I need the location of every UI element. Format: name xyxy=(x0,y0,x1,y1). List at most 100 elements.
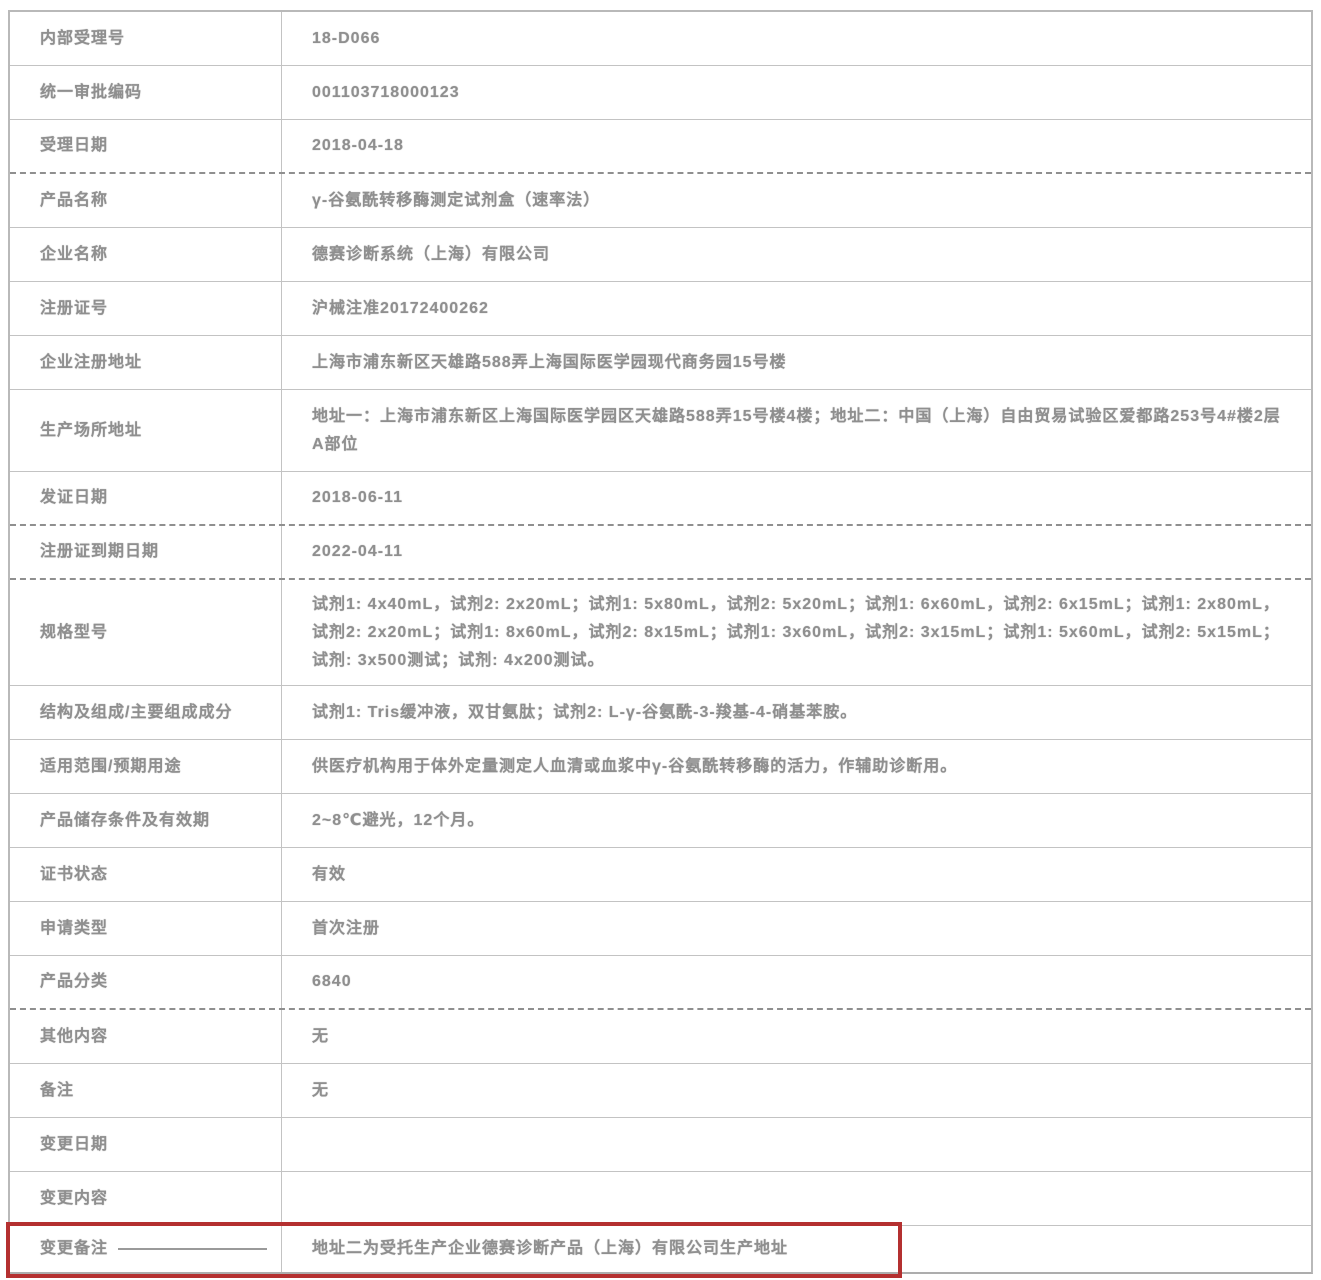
row-value-cell: γ-谷氨酰转移酶测定试剂盒（速率法） xyxy=(282,174,1311,227)
row-label-cell: 证书状态 xyxy=(10,848,282,901)
row-value-cell: 试剂1: 4x40mL，试剂2: 2x20mL；试剂1: 5x80mL，试剂2:… xyxy=(282,580,1311,685)
row-label: 变更内容 xyxy=(40,1189,109,1207)
row-value-cell: 无 xyxy=(282,1064,1311,1117)
row-label: 适用范围/预期用途 xyxy=(40,757,182,775)
row-value: 试剂1: Tris缓冲液，双甘氨肽；试剂2: L-γ-谷氨酰-3-羧基-4-硝基… xyxy=(312,703,858,721)
row-value: 2018-04-18 xyxy=(312,137,404,154)
row-label: 产品储存条件及有效期 xyxy=(40,811,211,829)
row-value: γ-谷氨酰转移酶测定试剂盒（速率法） xyxy=(312,191,601,209)
row-value: 上海市浦东新区天雄路588弄上海国际医学园现代商务园15号楼 xyxy=(312,353,787,371)
row-value: 试剂1: 4x40mL，试剂2: 2x20mL；试剂1: 5x80mL，试剂2:… xyxy=(312,595,1280,669)
row-value: 沪械注准20172400262 xyxy=(312,299,489,317)
row-label-cell: 产品名称 xyxy=(10,174,282,227)
table-row: 变更内容 xyxy=(10,1172,1311,1226)
table-row: 变更备注 地址二为受托生产企业德赛诊断产品（上海）有限公司生产地址 xyxy=(6,1222,1311,1278)
table-row: 结构及组成/主要组成成分 试剂1: Tris缓冲液，双甘氨肽；试剂2: L-γ-… xyxy=(10,686,1311,740)
row-value-cell: 2018-04-18 xyxy=(282,120,1311,172)
table-row: 发证日期 2018-06-11 xyxy=(10,472,1311,526)
row-label: 发证日期 xyxy=(40,489,109,506)
table-row: 变更日期 xyxy=(10,1118,1311,1172)
table-row: 生产场所地址 地址一：上海市浦东新区上海国际医学园区天雄路588弄15号楼4楼；… xyxy=(10,390,1311,472)
row-label-cell: 变更内容 xyxy=(10,1172,282,1225)
row-value-cell: 无 xyxy=(282,1010,1311,1063)
row-label-cell: 企业注册地址 xyxy=(10,336,282,389)
table-row: 受理日期 2018-04-18 xyxy=(10,120,1311,174)
row-label: 证书状态 xyxy=(40,865,109,883)
row-value: 001103718000123 xyxy=(312,83,460,101)
row-value: 地址二为受托生产企业德赛诊断产品（上海）有限公司生产地址 xyxy=(312,1240,789,1257)
row-value-cell: 2018-06-11 xyxy=(282,472,1311,524)
row-value: 有效 xyxy=(312,865,347,883)
row-label-cell: 变更日期 xyxy=(10,1118,282,1171)
row-label: 注册证到期日期 xyxy=(40,543,160,560)
row-label: 受理日期 xyxy=(40,137,109,154)
row-label-cell: 生产场所地址 xyxy=(10,390,282,471)
row-label-cell: 规格型号 xyxy=(10,580,282,685)
row-value-cell: 沪械注准20172400262 xyxy=(282,282,1311,335)
row-label: 变更备注 xyxy=(40,1240,109,1257)
row-label: 其他内容 xyxy=(40,1027,109,1045)
row-label: 生产场所地址 xyxy=(40,421,143,439)
row-value-cell: 供医疗机构用于体外定量测定人血清或血浆中γ-谷氨酰转移酶的活力，作辅助诊断用。 xyxy=(282,740,1311,793)
row-value-cell: 地址二为受托生产企业德赛诊断产品（上海）有限公司生产地址 xyxy=(282,1226,1311,1272)
row-value: 首次注册 xyxy=(312,919,381,937)
row-label-cell: 结构及组成/主要组成成分 xyxy=(10,686,282,739)
table-row: 规格型号 试剂1: 4x40mL，试剂2: 2x20mL；试剂1: 5x80mL… xyxy=(10,580,1311,686)
table-row: 证书状态 有效 xyxy=(10,848,1311,902)
row-label: 企业注册地址 xyxy=(40,353,143,371)
row-value-cell: 地址一：上海市浦东新区上海国际医学园区天雄路588弄15号楼4楼；地址二：中国（… xyxy=(282,390,1311,471)
row-value-cell: 首次注册 xyxy=(282,902,1311,955)
row-label-cell: 受理日期 xyxy=(10,120,282,172)
row-value: 德赛诊断系统（上海）有限公司 xyxy=(312,245,551,263)
row-value-cell: 试剂1: Tris缓冲液，双甘氨肽；试剂2: L-γ-谷氨酰-3-羧基-4-硝基… xyxy=(282,686,1311,739)
row-value-cell: 2~8℃避光，12个月。 xyxy=(282,794,1311,847)
table-row: 统一审批编码 001103718000123 xyxy=(10,66,1311,120)
row-label-cell: 产品分类 xyxy=(10,956,282,1008)
row-value-cell: 18-D066 xyxy=(282,12,1311,65)
row-label-cell: 企业名称 xyxy=(10,228,282,281)
row-value: 无 xyxy=(312,1081,330,1099)
table-row: 企业注册地址 上海市浦东新区天雄路588弄上海国际医学园现代商务园15号楼 xyxy=(10,336,1311,390)
table-row: 申请类型 首次注册 xyxy=(10,902,1311,956)
registration-record-document: 内部受理号 18-D066 统一审批编码 001103718000123 受理日… xyxy=(6,10,1313,1278)
row-label-cell: 备注 xyxy=(10,1064,282,1117)
row-label: 变更日期 xyxy=(40,1135,109,1153)
row-label-cell: 注册证号 xyxy=(10,282,282,335)
row-label: 注册证号 xyxy=(40,299,109,317)
row-label: 备注 xyxy=(40,1081,75,1099)
row-value: 6840 xyxy=(312,973,352,990)
row-value-cell: 德赛诊断系统（上海）有限公司 xyxy=(282,228,1311,281)
row-label: 结构及组成/主要组成成分 xyxy=(40,703,233,721)
row-label: 申请类型 xyxy=(40,919,109,937)
table-row: 内部受理号 18-D066 xyxy=(10,12,1311,66)
row-label-cell: 注册证到期日期 xyxy=(10,526,282,578)
row-value-cell xyxy=(282,1118,1311,1171)
row-label-cell: 适用范围/预期用途 xyxy=(10,740,282,793)
table-row: 产品分类 6840 xyxy=(10,956,1311,1010)
row-value: 无 xyxy=(312,1027,330,1045)
table-row: 产品储存条件及有效期 2~8℃避光，12个月。 xyxy=(10,794,1311,848)
table-row: 注册证号 沪械注准20172400262 xyxy=(10,282,1311,336)
row-value: 2~8℃避光，12个月。 xyxy=(312,811,485,829)
row-value: 2022-04-11 xyxy=(312,543,403,560)
row-value: 2018-06-11 xyxy=(312,489,403,506)
row-label-cell: 统一审批编码 xyxy=(10,66,282,119)
row-value-cell: 001103718000123 xyxy=(282,66,1311,119)
row-value-cell: 上海市浦东新区天雄路588弄上海国际医学园现代商务园15号楼 xyxy=(282,336,1311,389)
table-row: 企业名称 德赛诊断系统（上海）有限公司 xyxy=(10,228,1311,282)
table-row: 其他内容 无 xyxy=(10,1010,1311,1064)
row-label-cell: 内部受理号 xyxy=(10,12,282,65)
row-label: 内部受理号 xyxy=(40,29,126,47)
row-value-cell: 有效 xyxy=(282,848,1311,901)
row-label-cell: 申请类型 xyxy=(10,902,282,955)
row-label-cell: 发证日期 xyxy=(10,472,282,524)
row-value: 18-D066 xyxy=(312,29,381,47)
row-value-cell: 6840 xyxy=(282,956,1311,1008)
row-value: 供医疗机构用于体外定量测定人血清或血浆中γ-谷氨酰转移酶的活力，作辅助诊断用。 xyxy=(312,757,958,775)
table-row: 注册证到期日期 2022-04-11 xyxy=(10,526,1311,580)
row-value: 地址一：上海市浦东新区上海国际医学园区天雄路588弄15号楼4楼；地址二：中国（… xyxy=(312,407,1281,453)
strike-line xyxy=(118,1248,267,1250)
row-value-cell: 2022-04-11 xyxy=(282,526,1311,578)
row-label: 产品分类 xyxy=(40,973,109,990)
registration-table: 内部受理号 18-D066 统一审批编码 001103718000123 受理日… xyxy=(6,10,1313,1278)
